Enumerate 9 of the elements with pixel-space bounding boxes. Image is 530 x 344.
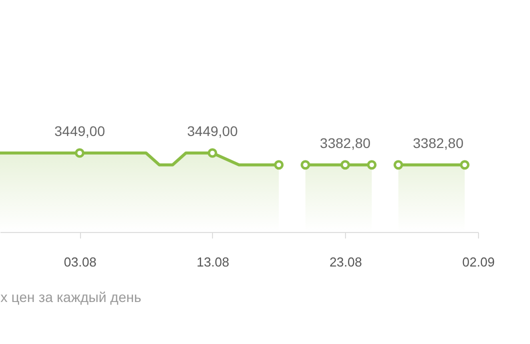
annotation: 3382,80 (412, 134, 464, 151)
x-tick-label: 13.08 (196, 254, 230, 270)
x-tick-label: 03.08 (64, 254, 96, 270)
annotation: 3449,00 (54, 123, 106, 139)
annotation: 3449,00 (187, 123, 238, 139)
text: х цен за каждый день (0, 289, 142, 305)
x-tick-label: 23.08 (329, 254, 362, 270)
x-tick-label: 02.09 (462, 254, 495, 270)
annotation: 3382,80 (320, 134, 371, 151)
